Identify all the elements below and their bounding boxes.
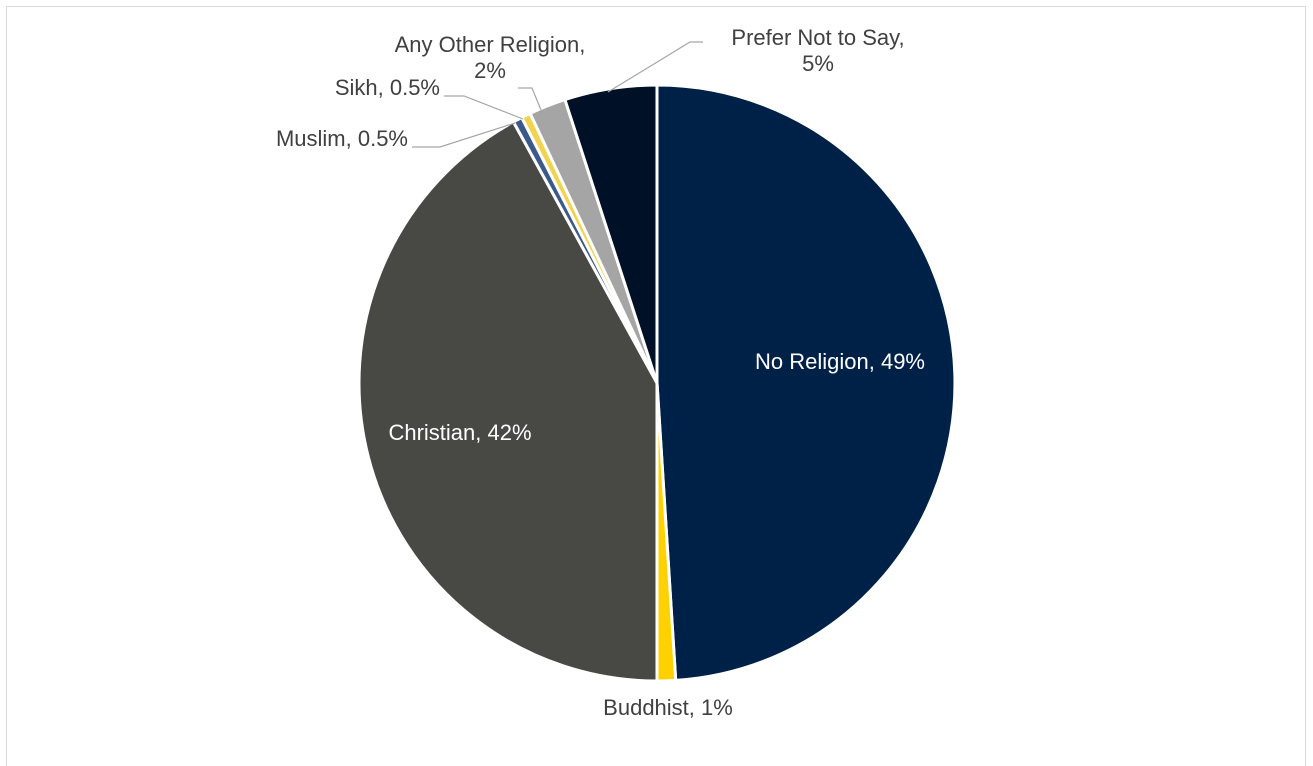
pie-slices — [357, 83, 957, 683]
pie-slice-prefer-not — [563, 83, 659, 385]
leader-line-prefer-not — [607, 41, 703, 93]
data-label-christian: Christian, 42% — [388, 420, 531, 445]
data-label-muslim: Muslim, 0.5% — [276, 126, 408, 151]
data-label-prefer-not: Prefer Not to Say, 5% — [731, 25, 904, 76]
leader-line-muslim — [412, 122, 516, 148]
pie-slice-christian — [357, 120, 659, 683]
pie-slice-no-religion — [655, 83, 957, 682]
leader-line-other — [518, 87, 542, 111]
data-labels: No Religion, 49% Buddhist, 1% Christian, 4… — [276, 25, 925, 720]
data-label-buddhist: Buddhist, 1% — [603, 695, 733, 720]
data-label-sikh: Sikh, 0.5% — [335, 75, 440, 100]
data-label-other: Any Other Religion, 2% — [395, 32, 586, 83]
leader-lines — [412, 41, 703, 148]
leader-line-sikh — [444, 95, 524, 120]
data-label-no-religion: No Religion, 49% — [755, 349, 925, 374]
